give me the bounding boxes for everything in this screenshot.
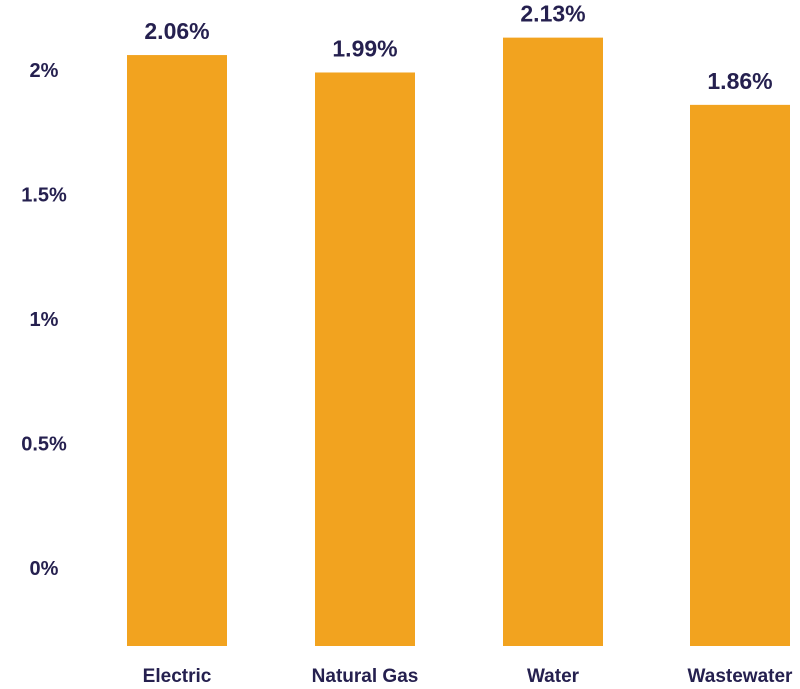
bar-wastewater — [690, 104, 790, 647]
data-label: 1.99% — [332, 35, 397, 61]
bar-water — [503, 37, 603, 646]
category-labels: Electric Natural Gas Water Wastewater — [143, 666, 793, 687]
category-label: Natural Gas — [312, 666, 419, 687]
y-tick-label: 0.5% — [21, 434, 67, 456]
bars — [127, 37, 790, 647]
y-tick-label: 1% — [30, 309, 59, 331]
bar-electric — [127, 55, 227, 647]
data-label: 2.06% — [144, 18, 209, 44]
y-tick-label: 1.5% — [21, 185, 67, 207]
y-tick-label: 2% — [30, 60, 59, 82]
y-axis-tick-labels: 0% 0.5% 1% 1.5% 2% — [21, 60, 67, 580]
data-label: 2.13% — [520, 1, 585, 27]
category-label: Wastewater — [688, 666, 793, 687]
y-tick-label: 0% — [30, 558, 59, 580]
category-label: Water — [527, 666, 580, 687]
data-labels: 2.06% 1.99% 2.13% 1.86% — [144, 1, 772, 94]
category-label: Electric — [143, 666, 212, 687]
bar-natural-gas — [315, 72, 415, 647]
data-label: 1.86% — [707, 68, 772, 94]
